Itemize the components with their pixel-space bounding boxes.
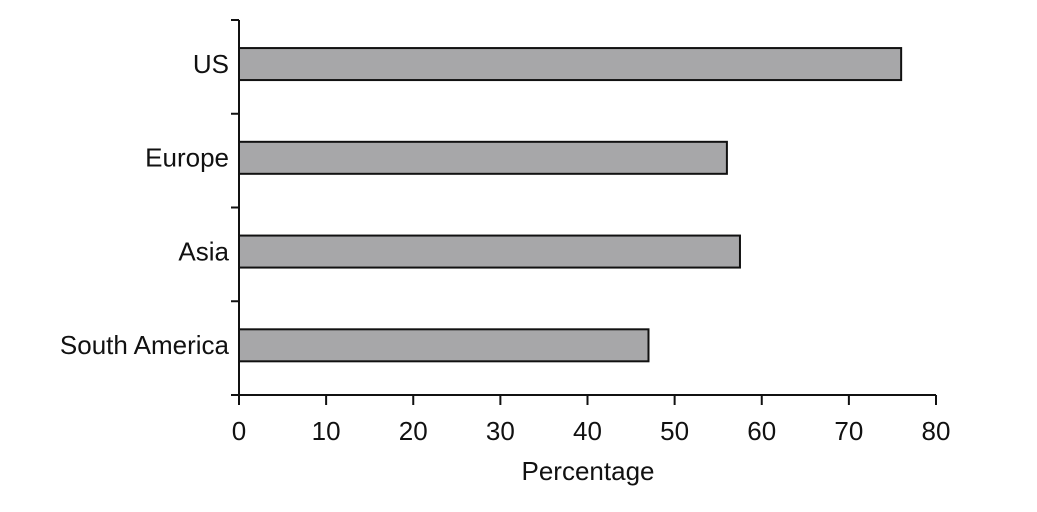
x-tick-label: 50 [660, 416, 689, 446]
x-axis-label: Percentage [522, 456, 655, 486]
x-tick-label: 10 [312, 416, 341, 446]
x-tick-label: 60 [747, 416, 776, 446]
y-tick-label: Europe [145, 143, 229, 173]
y-tick-label: US [193, 49, 229, 79]
x-tick-label: 0 [232, 416, 246, 446]
x-tick-label: 40 [573, 416, 602, 446]
x-tick-label: 70 [834, 416, 863, 446]
x-tick-label: 80 [922, 416, 951, 446]
bar [238, 140, 728, 175]
bar [238, 47, 903, 82]
x-tick-label: 20 [399, 416, 428, 446]
y-tick-label: South America [60, 330, 230, 360]
x-tick-label: 30 [486, 416, 515, 446]
y-tick-label: Asia [178, 236, 229, 266]
bar [238, 328, 650, 363]
bar [238, 234, 741, 269]
